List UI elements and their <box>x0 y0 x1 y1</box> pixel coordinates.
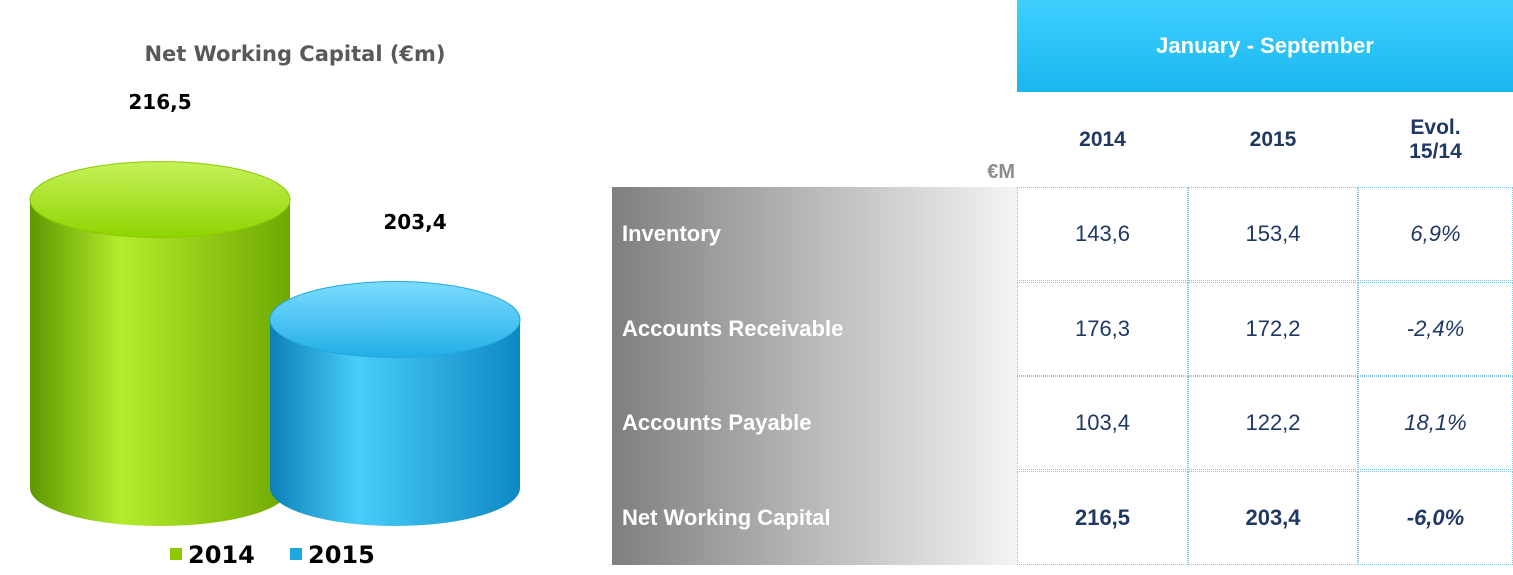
table-cell: 18,1% <box>1358 376 1513 470</box>
chart-title: Net Working Capital (€m) <box>144 42 445 66</box>
table-cell: 176,3 <box>1017 281 1188 376</box>
row-label: Inventory <box>622 221 722 246</box>
row-label: Accounts Receivable <box>622 315 844 341</box>
table-cell: 103,4 <box>1017 376 1188 470</box>
cylinder-top <box>29 161 291 239</box>
table-cell: 6,9% <box>1358 187 1513 281</box>
table-cell: 122,2 <box>1188 376 1358 470</box>
table-cell: -2,4% <box>1358 281 1513 376</box>
legend-swatch <box>170 548 182 560</box>
table-cell: 143,6 <box>1017 187 1188 281</box>
table-cell: 172,2 <box>1188 281 1358 376</box>
column-header: Evol. 15/14 <box>1409 115 1462 163</box>
row-label-panel <box>612 187 1017 565</box>
column-header: 2014 <box>1079 127 1126 151</box>
column-header: 2015 <box>1249 127 1297 151</box>
legend-swatch <box>290 548 302 560</box>
legend-label: 2015 <box>308 541 375 569</box>
row-label: Net Working Capital <box>622 504 831 530</box>
cylinder-body <box>270 319 520 526</box>
unit-label: €M <box>987 160 1015 183</box>
table-cell: -6,0% <box>1358 470 1513 565</box>
value-label: 203,4 <box>383 210 446 234</box>
table-cell: 203,4 <box>1188 470 1358 565</box>
legend-label: 2014 <box>188 541 255 569</box>
chart: Net Working Capital (€m) 216,5 2014 203,4 2… <box>29 42 521 569</box>
cylinder-top <box>269 281 521 359</box>
table-header: January - September <box>1017 0 1513 92</box>
table-cell: 216,5 <box>1017 470 1188 565</box>
table-cell: 153,4 <box>1188 187 1358 281</box>
row-label: Accounts Payable <box>622 410 812 435</box>
value-label: 216,5 <box>128 90 191 114</box>
cylinder-body <box>30 199 290 526</box>
